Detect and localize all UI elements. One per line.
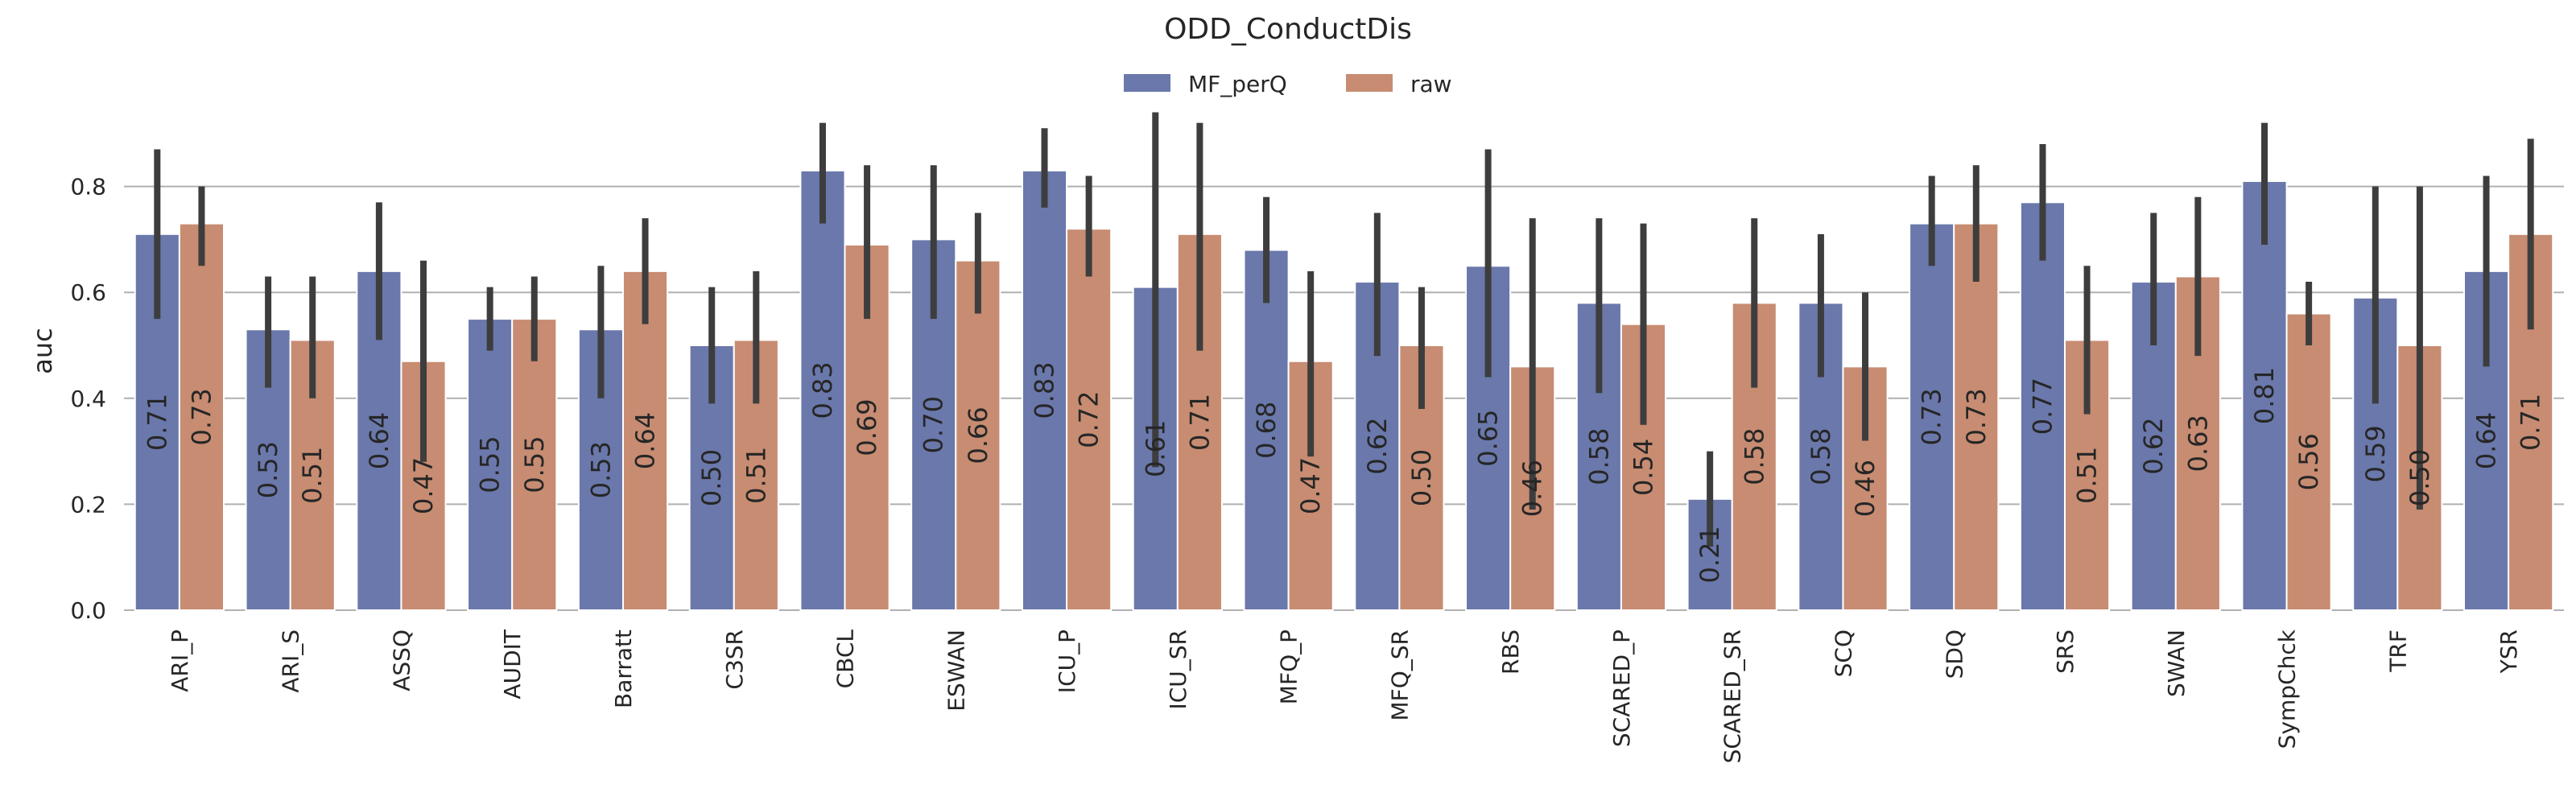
bar-mf-perq: [1243, 249, 1290, 611]
y-tick-label: 0.0: [70, 597, 106, 624]
bar-value-label: 0.47: [1295, 457, 1326, 514]
bar-value-label: 0.64: [364, 412, 394, 469]
bar-mf-perq: [2019, 201, 2066, 611]
x-tick-label: SCARED_SR: [1719, 630, 1746, 763]
bar-mf-perq: [467, 318, 514, 611]
bar-value-label: 0.83: [1030, 361, 1060, 419]
x-tick-label: MFQ_P: [1276, 630, 1302, 704]
bar-value-label: 0.64: [630, 412, 661, 469]
bar-value-labels: 0.71 0.73 0.53 0.51 0.64 0.47 0.55 0.55 0.53 0.64…: [142, 361, 2545, 583]
y-tick-label: 0.4: [70, 386, 106, 412]
error-bars: [154, 112, 2534, 547]
bar-value-label: 0.83: [807, 361, 838, 419]
bar-value-label: 0.21: [1695, 526, 1725, 583]
x-tick-label: SCARED_P: [1608, 630, 1635, 747]
x-tick-label: SympChck: [2274, 629, 2301, 749]
bar-value-label: 0.55: [475, 436, 506, 493]
bar-raw: [1953, 222, 2000, 611]
legend: MF_perQ raw: [1124, 71, 1452, 97]
bar-value-label: 0.51: [741, 447, 771, 504]
x-tick-label: SWAN: [2163, 630, 2190, 697]
y-tick-label: 0.8: [70, 174, 106, 200]
x-tick-label: ARI_S: [278, 630, 304, 693]
bar-value-label: 0.50: [1406, 449, 1437, 506]
legend-swatch-mf-perq: [1124, 74, 1170, 92]
x-tick-label: YSR: [2496, 630, 2522, 674]
bar-value-label: 0.81: [2249, 367, 2280, 424]
y-tick-label: 0.6: [70, 279, 106, 306]
bar-raw: [178, 222, 225, 611]
bar-value-label: 0.58: [1739, 428, 1769, 485]
y-axis-label: auc: [27, 328, 58, 374]
x-axis-ticks: ARI_P ARI_S ASSQ AUDIT Barratt C3SR CBCL ESWAN I…: [167, 629, 2522, 763]
bar-mf-perq: [799, 169, 846, 612]
bar-value-label: 0.71: [2516, 394, 2546, 451]
bar-value-label: 0.63: [2182, 415, 2213, 472]
x-tick-label: AUDIT: [499, 629, 526, 699]
x-tick-label: C3SR: [721, 630, 748, 690]
x-tick-label: SRS: [2052, 630, 2079, 674]
bar-value-label: 0.55: [519, 436, 550, 493]
chart-title: ODD_ConductDis: [1164, 13, 1412, 46]
bar-raw: [621, 270, 669, 611]
x-tick-label: MFQ_SR: [1386, 630, 1413, 721]
bar-value-label: 0.69: [852, 398, 882, 456]
bar-mf-perq: [1021, 169, 1068, 612]
bar-value-label: 0.61: [1140, 420, 1170, 477]
bar-value-label: 0.71: [1184, 394, 1215, 451]
bar-value-label: 0.70: [919, 396, 949, 453]
bar-raw: [1066, 228, 1113, 611]
bar-value-label: 0.51: [297, 447, 328, 504]
bar-value-label: 0.71: [142, 394, 172, 451]
bar-value-label: 0.53: [253, 441, 283, 498]
bar-value-label: 0.64: [2471, 412, 2502, 469]
bar-value-label: 0.77: [2027, 378, 2058, 435]
bar-value-label: 0.62: [2138, 417, 2169, 474]
bar-value-label: 0.73: [1917, 388, 1947, 445]
bar-raw: [955, 259, 1001, 611]
x-tick-label: ESWAN: [943, 630, 969, 712]
bar-value-label: 0.66: [963, 407, 993, 464]
bar-value-label: 0.54: [1628, 439, 1658, 496]
bar-value-label: 0.72: [1074, 390, 1104, 448]
bar-value-label: 0.62: [1362, 417, 1393, 474]
bar-value-label: 0.47: [408, 457, 439, 514]
bar-value-label: 0.56: [2293, 433, 2324, 490]
x-tick-label: TRF: [2384, 630, 2411, 673]
bar-value-label: 0.73: [1961, 388, 1992, 445]
x-tick-label: Barratt: [610, 630, 637, 708]
legend-swatch-raw: [1346, 74, 1393, 92]
bar-raw: [511, 318, 558, 611]
legend-label-mf-perq: MF_perQ: [1188, 71, 1287, 97]
x-tick-label: ICU_SR: [1165, 630, 1191, 710]
x-tick-label: ICU_P: [1054, 630, 1080, 693]
bar-value-label: 0.59: [2360, 425, 2391, 482]
x-tick-label: CBCL: [832, 630, 859, 689]
x-tick-label: SDQ: [1941, 630, 1967, 679]
legend-label-raw: raw: [1410, 71, 1452, 97]
bar-value-label: 0.68: [1251, 402, 1282, 459]
bar-value-label: 0.53: [585, 441, 616, 498]
bar-value-label: 0.50: [2405, 449, 2435, 506]
bar-value-label: 0.73: [186, 388, 217, 445]
bar-value-label: 0.46: [1850, 460, 1880, 517]
x-tick-label: SCQ: [1830, 630, 1856, 677]
bar-value-label: 0.51: [2072, 447, 2103, 504]
bar-value-label: 0.65: [1473, 410, 1504, 467]
x-tick-label: ARI_P: [167, 630, 193, 692]
bar-value-label: 0.50: [696, 449, 727, 506]
y-tick-label: 0.2: [70, 491, 106, 518]
y-axis-ticks: 0.0 0.2 0.4 0.6 0.8: [70, 174, 106, 624]
x-tick-label: RBS: [1497, 630, 1524, 675]
bar-value-label: 0.46: [1517, 460, 1548, 517]
x-tick-label: ASSQ: [388, 630, 415, 691]
bar-value-label: 0.58: [1583, 428, 1614, 485]
bar-value-label: 0.58: [1806, 428, 1836, 485]
bar-mf-perq: [2241, 180, 2288, 611]
bars: [134, 169, 2554, 612]
